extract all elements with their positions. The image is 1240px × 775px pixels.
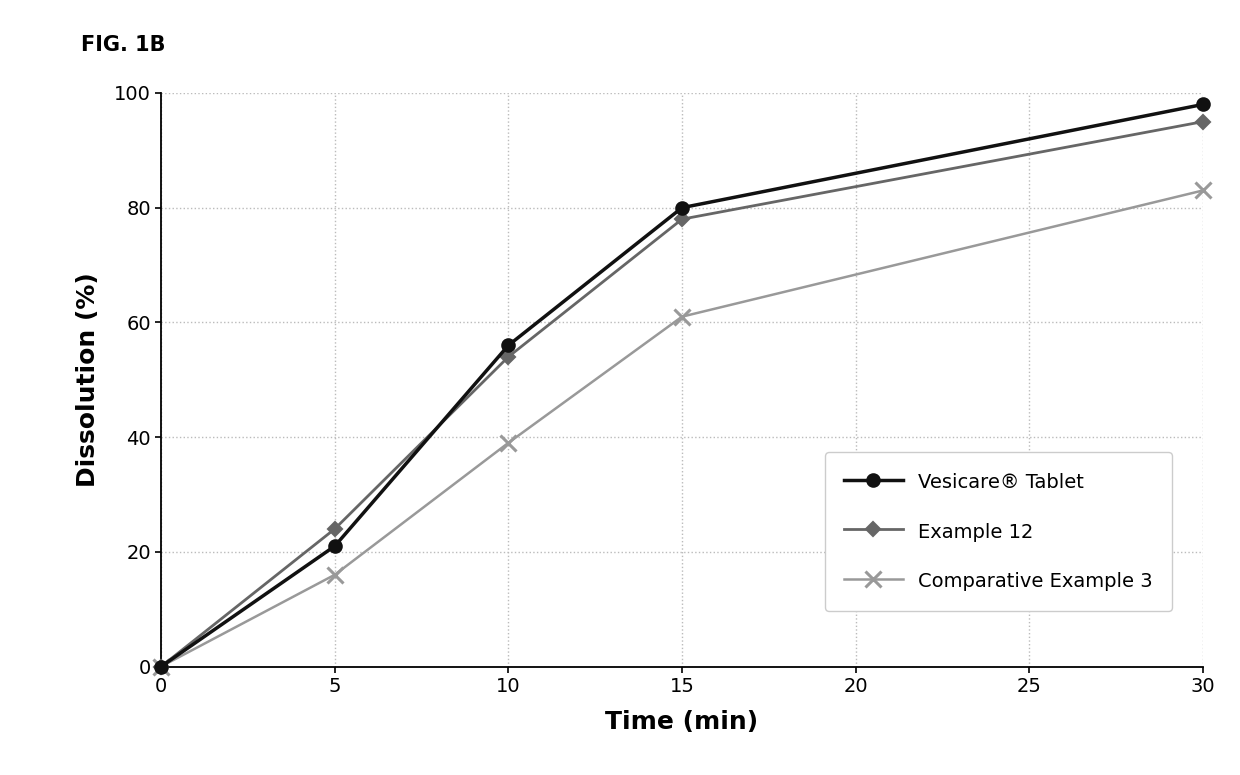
- Line: Vesicare® Tablet: Vesicare® Tablet: [155, 98, 1209, 673]
- X-axis label: Time (min): Time (min): [605, 710, 759, 734]
- Vesicare® Tablet: [675, 203, 689, 212]
- Comparative Example 3: [501, 438, 516, 447]
- Line: Example 12: Example 12: [156, 117, 1208, 671]
- Legend: Vesicare® Tablet, Example 12, Comparative Example 3: Vesicare® Tablet, Example 12, Comparativ…: [825, 452, 1172, 611]
- Y-axis label: Dissolution (%): Dissolution (%): [76, 272, 100, 487]
- Example 12: [675, 215, 689, 224]
- Vesicare® Tablet: [501, 341, 516, 350]
- Example 12: [501, 352, 516, 361]
- Vesicare® Tablet: [154, 662, 169, 671]
- Example 12: [327, 524, 342, 533]
- Text: FIG. 1B: FIG. 1B: [81, 35, 165, 55]
- Example 12: [1195, 117, 1210, 126]
- Example 12: [154, 662, 169, 671]
- Comparative Example 3: [1195, 186, 1210, 195]
- Line: Comparative Example 3: Comparative Example 3: [154, 183, 1210, 674]
- Vesicare® Tablet: [1195, 100, 1210, 109]
- Comparative Example 3: [327, 570, 342, 580]
- Vesicare® Tablet: [327, 542, 342, 551]
- Comparative Example 3: [675, 312, 689, 322]
- Comparative Example 3: [154, 662, 169, 671]
